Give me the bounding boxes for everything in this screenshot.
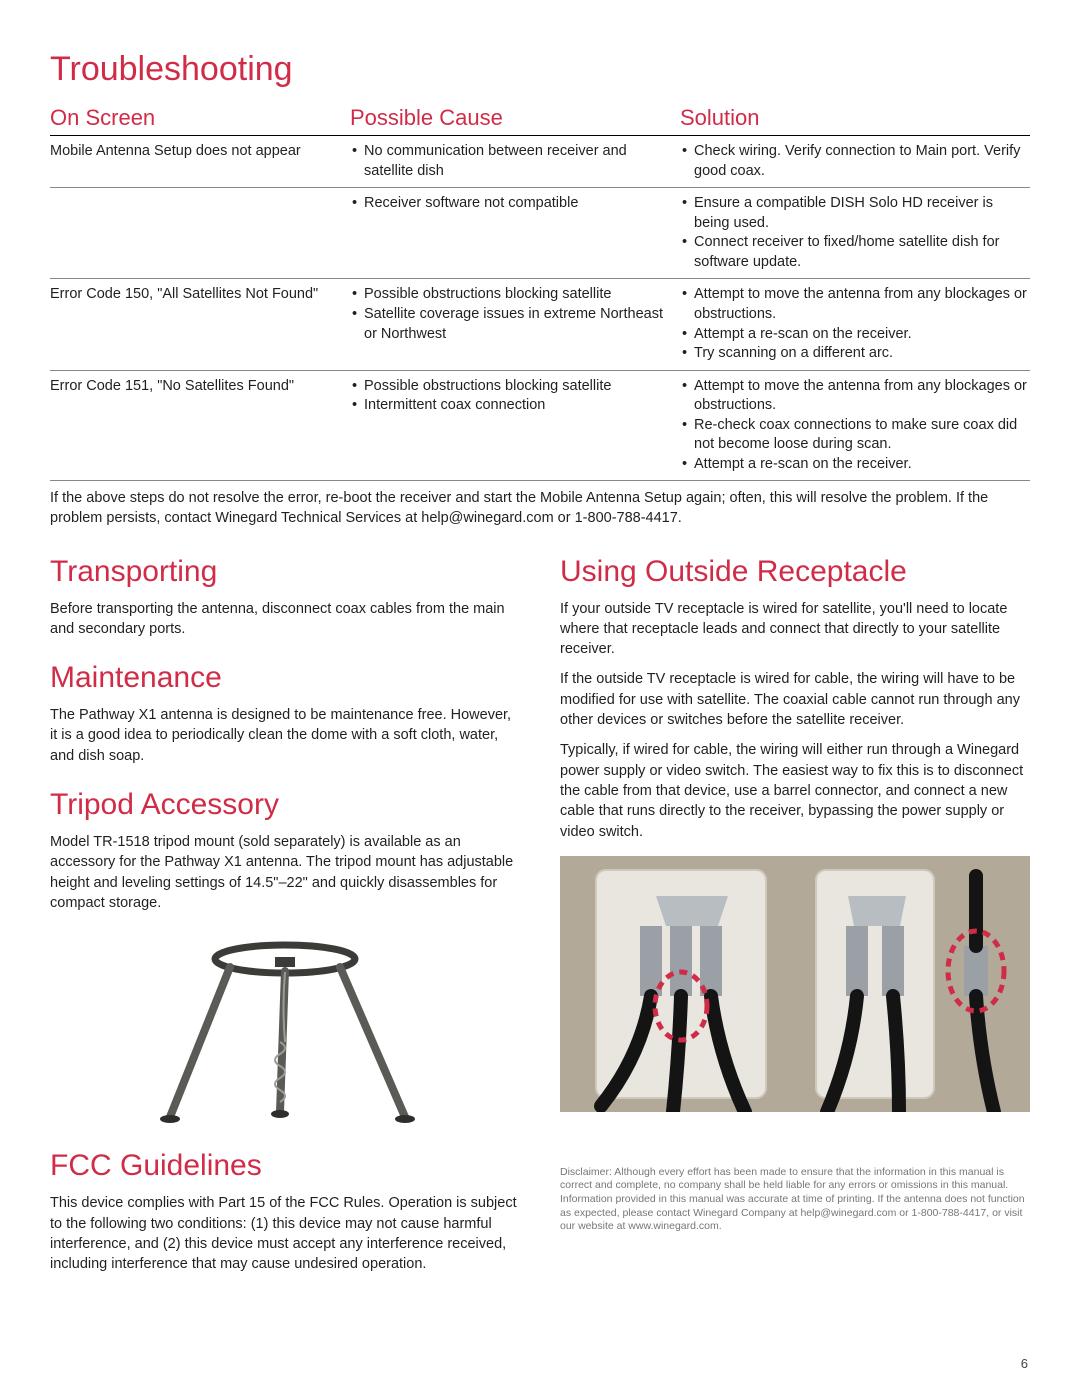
th-solution: Solution <box>680 101 1030 135</box>
th-onscreen: On Screen <box>50 101 350 135</box>
list-item: Connect receiver to fixed/home satellite… <box>680 233 1030 272</box>
cell-solution: Check wiring. Verify connection to Main … <box>680 142 1030 181</box>
list-item: Possible obstructions blocking satellite <box>350 377 670 397</box>
troubleshooting-table: On Screen Possible Cause Solution Mobile… <box>50 101 1030 481</box>
right-column: Using Outside Receptacle If your outside… <box>560 533 1030 1285</box>
cell-onscreen <box>50 194 350 272</box>
receptacle-p1: If your outside TV receptacle is wired f… <box>560 599 1030 660</box>
cell-solution: Attempt to move the antenna from any blo… <box>680 285 1030 363</box>
cell-solution: Ensure a compatible DISH Solo HD receive… <box>680 194 1030 272</box>
table-row: Receiver software not compatible Ensure … <box>50 188 1030 279</box>
list-item: Check wiring. Verify connection to Main … <box>680 142 1030 181</box>
fcc-body: This device complies with Part 15 of the… <box>50 1193 520 1274</box>
list-item: Attempt a re-scan on the receiver. <box>680 325 1030 345</box>
cell-cause: Possible obstructions blocking satellite… <box>350 285 680 363</box>
list-item: Intermittent coax connection <box>350 396 670 416</box>
table-row: Mobile Antenna Setup does not appear No … <box>50 136 1030 188</box>
receptacle-p2: If the outside TV receptacle is wired fo… <box>560 669 1030 730</box>
tripod-body: Model TR-1518 tripod mount (sold separat… <box>50 832 520 913</box>
list-item: Re-check coax connections to make sure c… <box>680 416 1030 455</box>
transporting-title: Transporting <box>50 555 520 589</box>
troubleshooting-title: Troubleshooting <box>50 50 1030 89</box>
tripod-image <box>130 927 440 1127</box>
list-item: Satellite coverage issues in extreme Nor… <box>350 305 670 344</box>
cell-cause: Receiver software not compatible <box>350 194 680 272</box>
cell-solution: Attempt to move the antenna from any blo… <box>680 377 1030 475</box>
list-item: No communication between receiver and sa… <box>350 142 670 181</box>
th-cause: Possible Cause <box>350 101 680 135</box>
table-row: Error Code 150, "All Satellites Not Foun… <box>50 279 1030 370</box>
cell-cause: No communication between receiver and sa… <box>350 142 680 181</box>
left-column: Transporting Before transporting the ant… <box>50 533 520 1285</box>
transporting-body: Before transporting the antenna, disconn… <box>50 599 520 640</box>
list-item: Possible obstructions blocking satellite <box>350 285 670 305</box>
list-item: Attempt to move the antenna from any blo… <box>680 377 1030 416</box>
maintenance-body: The Pathway X1 antenna is designed to be… <box>50 705 520 766</box>
disclaimer-text: Disclaimer: Although every effort has be… <box>560 1166 1030 1234</box>
list-item: Receiver software not compatible <box>350 194 670 214</box>
table-header-row: On Screen Possible Cause Solution <box>50 101 1030 136</box>
cell-onscreen: Error Code 150, "All Satellites Not Foun… <box>50 285 350 363</box>
receptacle-title: Using Outside Receptacle <box>560 555 1030 589</box>
cell-onscreen: Error Code 151, "No Satellites Found" <box>50 377 350 475</box>
cell-cause: Possible obstructions blocking satellite… <box>350 377 680 475</box>
receptacle-p3: Typically, if wired for cable, the wirin… <box>560 740 1030 841</box>
list-item: Attempt to move the antenna from any blo… <box>680 285 1030 324</box>
cell-onscreen: Mobile Antenna Setup does not appear <box>50 142 350 181</box>
lower-two-column: Transporting Before transporting the ant… <box>50 533 1030 1285</box>
maintenance-title: Maintenance <box>50 661 520 695</box>
list-item: Ensure a compatible DISH Solo HD receive… <box>680 194 1030 233</box>
troubleshooting-footnote: If the above steps do not resolve the er… <box>50 489 1030 528</box>
fcc-title: FCC Guidelines <box>50 1149 520 1183</box>
table-row: Error Code 151, "No Satellites Found" Po… <box>50 371 1030 482</box>
page-number: 6 <box>1021 1356 1028 1371</box>
receptacle-image <box>560 856 1030 1112</box>
list-item: Attempt a re-scan on the receiver. <box>680 455 1030 475</box>
tripod-title: Tripod Accessory <box>50 788 520 822</box>
list-item: Try scanning on a different arc. <box>680 344 1030 364</box>
